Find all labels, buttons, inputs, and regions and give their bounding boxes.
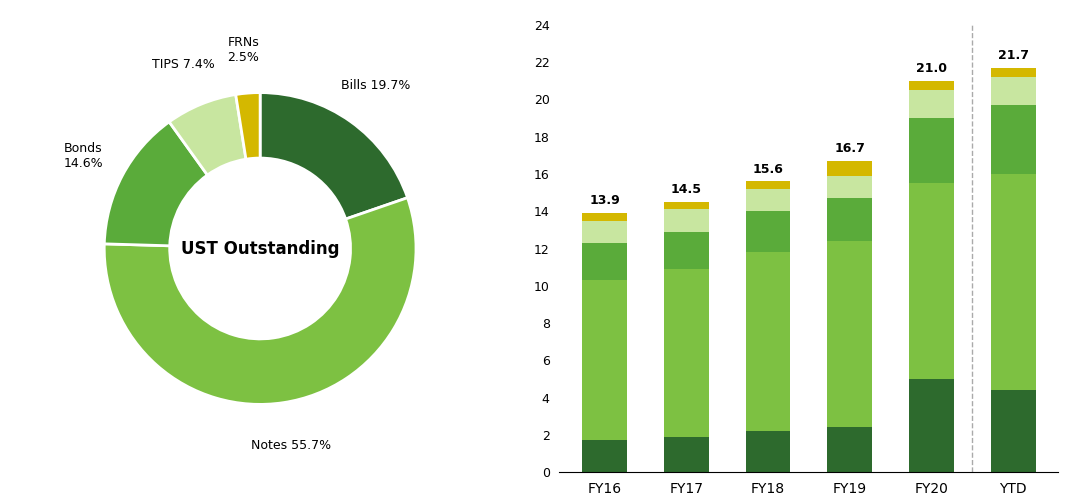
Bar: [991, 105, 1036, 174]
Bar: [583, 221, 628, 243]
Text: Bills 19.7%: Bills 19.7%: [341, 80, 410, 92]
Bar: [909, 90, 954, 118]
Bar: [664, 232, 709, 269]
Wedge shape: [235, 92, 260, 159]
Bar: [827, 427, 872, 472]
Bar: [664, 269, 709, 437]
Wedge shape: [260, 92, 407, 219]
Bar: [583, 440, 628, 472]
Text: 15.6: 15.6: [753, 163, 784, 176]
Bar: [827, 176, 872, 198]
Bar: [664, 209, 709, 232]
Text: FRNs
2.5%: FRNs 2.5%: [228, 36, 259, 64]
Bar: [827, 161, 872, 176]
Wedge shape: [104, 198, 416, 405]
Text: TIPS 7.4%: TIPS 7.4%: [152, 58, 215, 71]
Bar: [827, 241, 872, 427]
Text: Bonds
14.6%: Bonds 14.6%: [64, 142, 104, 169]
Bar: [745, 211, 790, 252]
Bar: [745, 431, 790, 472]
Bar: [664, 202, 709, 209]
Bar: [827, 198, 872, 241]
Text: 21.7: 21.7: [997, 49, 1028, 62]
Bar: [583, 213, 628, 221]
Text: 13.9: 13.9: [589, 194, 620, 208]
Bar: [583, 280, 628, 440]
Bar: [991, 174, 1036, 390]
Bar: [664, 437, 709, 472]
Bar: [909, 81, 954, 90]
Wedge shape: [169, 94, 246, 175]
Bar: [909, 183, 954, 379]
Text: 21.0: 21.0: [916, 62, 947, 75]
Bar: [909, 118, 954, 183]
Text: 16.7: 16.7: [834, 142, 865, 156]
Wedge shape: [105, 122, 207, 246]
Text: 14.5: 14.5: [671, 183, 702, 196]
Bar: [991, 77, 1036, 105]
Text: UST Outstanding: UST Outstanding: [181, 240, 339, 257]
Bar: [991, 68, 1036, 77]
Bar: [991, 390, 1036, 472]
Bar: [745, 181, 790, 189]
Bar: [745, 189, 790, 211]
Bar: [745, 252, 790, 431]
Bar: [583, 243, 628, 280]
Bar: [909, 379, 954, 472]
Text: Notes 55.7%: Notes 55.7%: [250, 439, 330, 452]
